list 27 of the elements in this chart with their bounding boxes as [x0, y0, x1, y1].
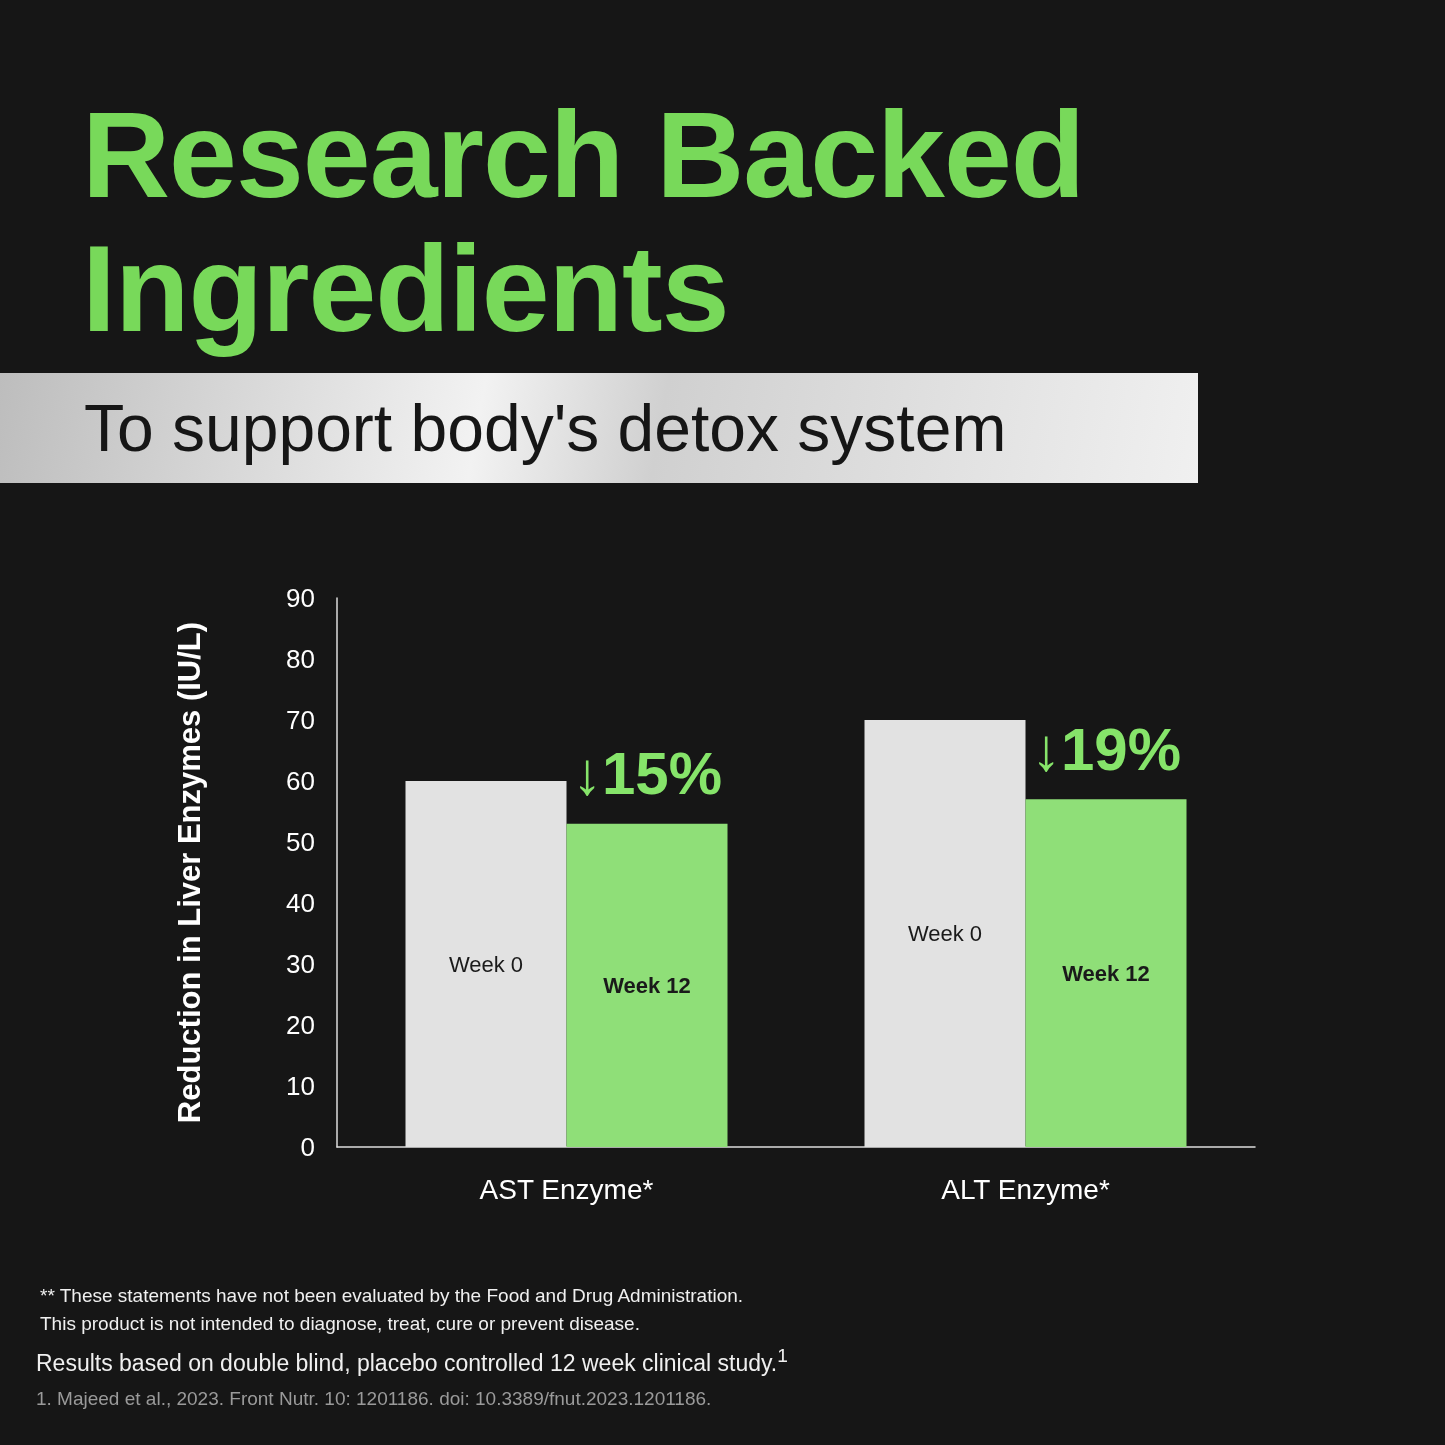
annotation: ↓15% [571, 740, 723, 808]
series-label: Week 12 [603, 972, 691, 998]
y-tick-label: 20 [286, 1010, 315, 1040]
y-tick-label: 90 [286, 583, 315, 613]
text: Week 0 [907, 921, 983, 946]
y-tick-label: 40 [286, 888, 315, 918]
x-tick-label: AST Enzyme* [479, 1173, 654, 1205]
y-tick-label: 60 [286, 766, 315, 796]
text: 1. Majeed et al., 2023. Front Nutr. 10: 1201186. doi: 10.3389/fnut.2023.1201186. [36, 1386, 713, 1411]
y-tick-label: 50 [286, 827, 315, 857]
series-label: Week 0 [448, 951, 524, 977]
text: Week 12 [1062, 960, 1150, 986]
text: ** These statements have not been evaluated by the Food and Drug Administration. [39, 1284, 745, 1308]
text: Results based on double blind, placebo controlled 12 week clinical study.$^{1}$ [36, 1344, 789, 1378]
y-tick-label: 0 [300, 1132, 315, 1162]
annotation: ↓19% [1030, 715, 1182, 783]
y-axis-title: Reduction in Liver Enzymes (IU/L) [172, 621, 207, 1124]
y-tick-label: 10 [286, 1071, 315, 1101]
chart-subtitle: To support body's detox system [0, 373, 1198, 483]
y-tick-label: 80 [286, 644, 315, 674]
text: This product is not intended to diagnose, treat, cure or prevent disease. [39, 1312, 641, 1336]
bar [566, 823, 728, 1147]
y-tick-label: 30 [286, 949, 315, 979]
chart-title: Research Backed Ingredients [82, 87, 1086, 357]
x-tick-label: ALT Enzyme* [941, 1173, 1110, 1205]
y-tick-label: 70 [286, 705, 315, 735]
bar [1025, 799, 1187, 1147]
